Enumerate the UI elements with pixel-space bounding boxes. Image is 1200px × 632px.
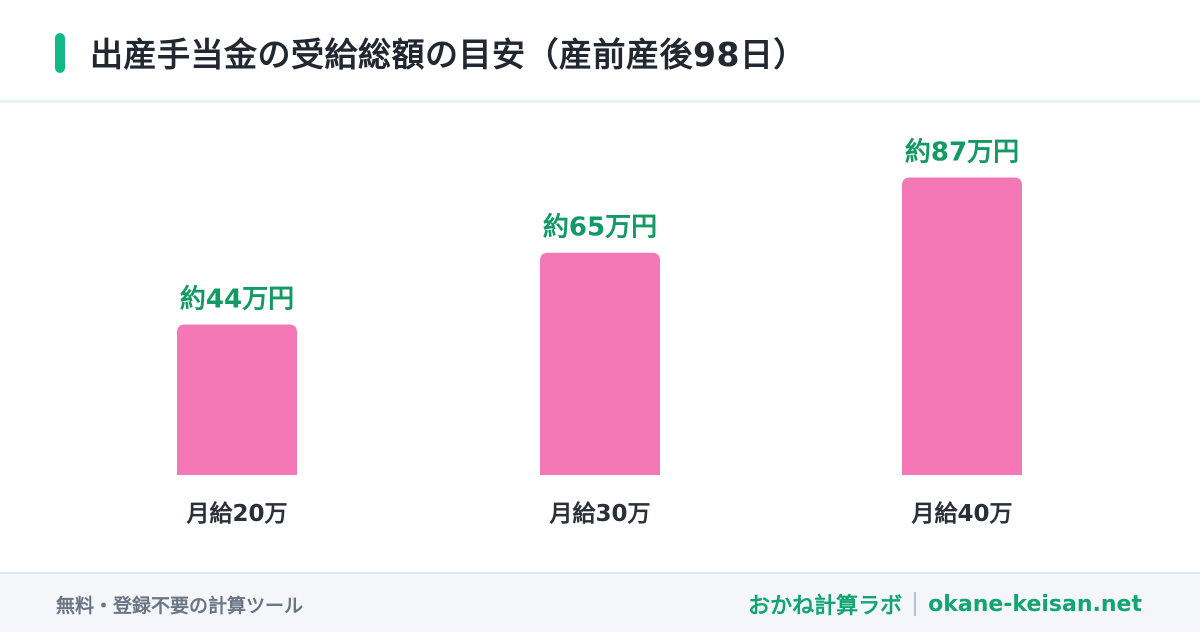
bar-3 bbox=[902, 177, 1022, 475]
brand-url[interactable]: okane-keisan.net bbox=[928, 591, 1142, 617]
page-title: 出産手当金の受給総額の目安（産前産後98日） bbox=[90, 35, 807, 74]
value-label-2: 約65万円 bbox=[543, 212, 657, 243]
category-label-2: 月給30万 bbox=[548, 500, 650, 527]
header: 出産手当金の受給総額の目安（産前産後98日） bbox=[0, 0, 1200, 103]
bar-1 bbox=[177, 324, 297, 475]
category-label-3: 月給40万 bbox=[910, 500, 1012, 527]
brand-name[interactable]: おかね計算ラボ bbox=[748, 594, 903, 619]
category-label-1: 月給20万 bbox=[185, 500, 287, 527]
title-accent-bar bbox=[55, 33, 65, 73]
value-label-1: 約44万円 bbox=[180, 284, 294, 315]
header-divider bbox=[0, 100, 1200, 103]
footer-brand[interactable]: おかね計算ラボ okane-keisan.net bbox=[748, 588, 1142, 620]
footer-tagline: 無料・登録不要の計算ツール bbox=[56, 595, 304, 617]
value-label-3: 約87万円 bbox=[905, 136, 1019, 167]
bar-2 bbox=[540, 252, 660, 475]
footer: 無料・登録不要の計算ツール おかね計算ラボ okane-keisan.net bbox=[0, 572, 1200, 632]
brand-separator bbox=[914, 592, 917, 616]
